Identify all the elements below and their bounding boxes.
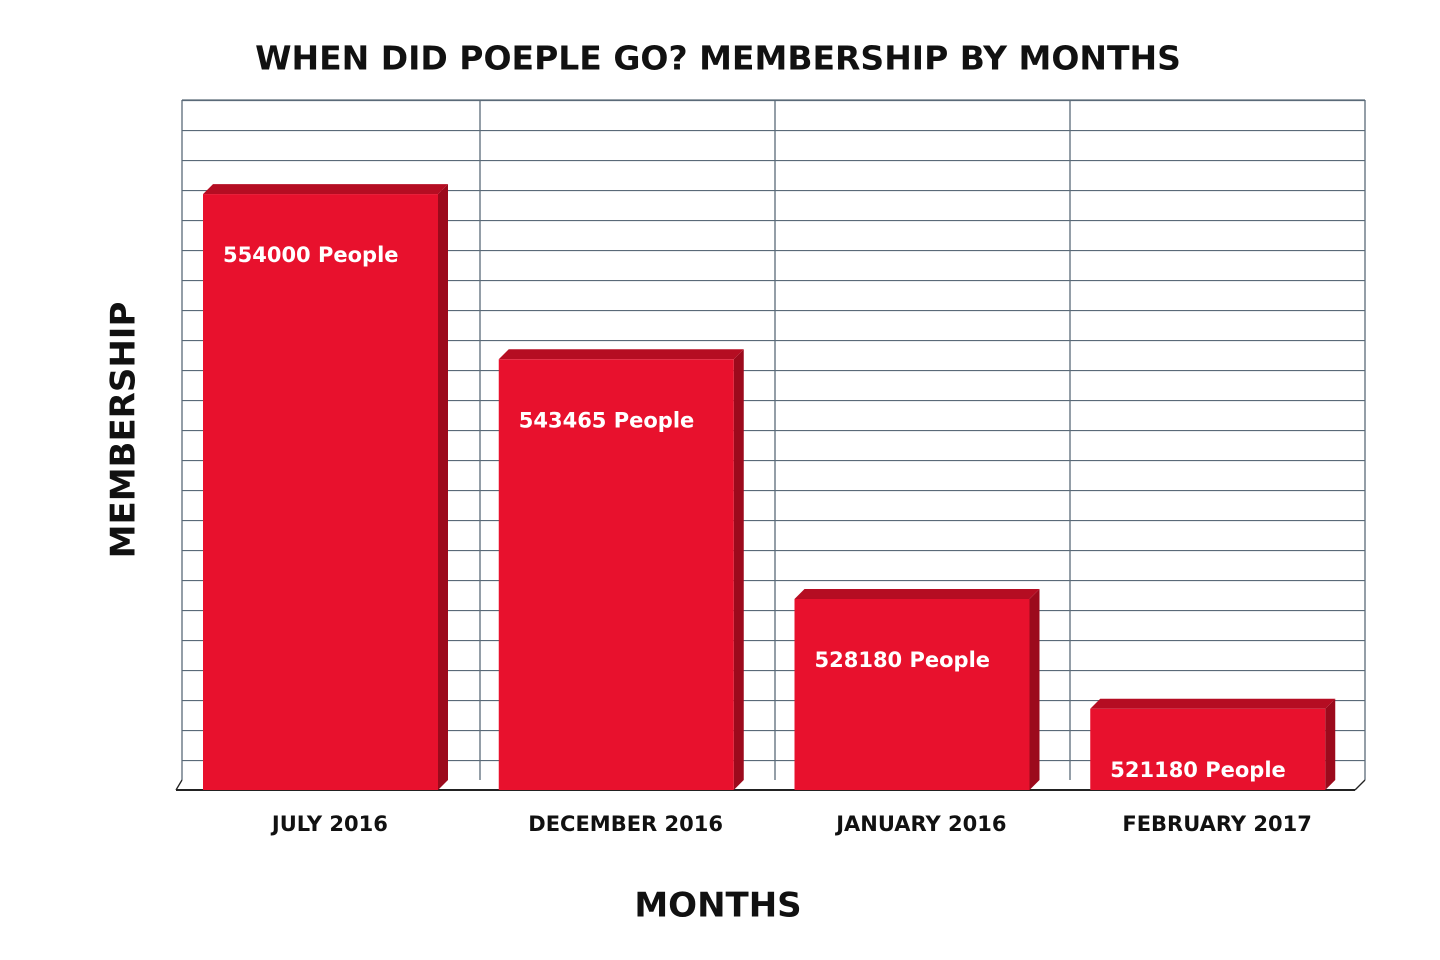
bar	[203, 194, 438, 790]
x-tick-label: DECEMBER 2016	[528, 812, 723, 836]
bar	[794, 598, 1030, 790]
bar-side	[1325, 698, 1336, 790]
bar-side	[733, 349, 744, 790]
x-axis-title: MONTHS	[634, 886, 801, 926]
bar-top	[203, 184, 448, 195]
chart-title: WHEN DID POEPLE GO? MEMBERSHIP BY MONTHS	[255, 39, 1181, 78]
x-tick-label: JANUARY 2016	[834, 812, 1006, 836]
y-axis-title: MEMBERSHIP	[104, 302, 144, 559]
value-label: 554000 People	[223, 243, 399, 267]
bar-top	[1090, 698, 1336, 709]
bar-side	[438, 184, 448, 790]
value-label: 528180 People	[815, 648, 991, 672]
x-tick-label: JULY 2016	[270, 812, 388, 836]
bar-top	[794, 588, 1040, 599]
x-tick-label: FEBRUARY 2017	[1122, 812, 1312, 836]
bar-top	[498, 349, 744, 360]
value-label: 543465 People	[519, 408, 695, 432]
bar	[498, 359, 734, 790]
bar	[1090, 708, 1326, 790]
value-label: 521180 People	[1110, 758, 1286, 782]
bar-side	[1029, 588, 1040, 790]
